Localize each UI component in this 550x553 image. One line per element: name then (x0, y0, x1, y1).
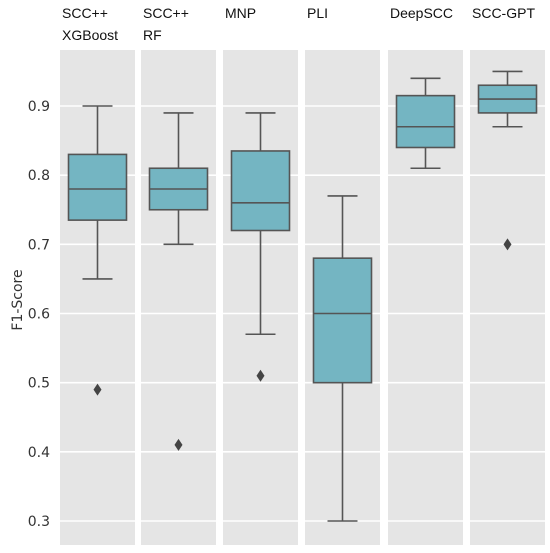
facet-title: SCC-GPT (472, 5, 535, 21)
iqr-box (312, 257, 373, 384)
y-tick-label: 0.7 (28, 237, 50, 253)
outlier-point (93, 383, 102, 396)
y-tick-label: 0.8 (28, 168, 50, 184)
outlier-point (256, 369, 265, 382)
facet-titles: SCC++ XGBoost SCC++ RF MNP PLI DeepSCC SCC-GPT (62, 5, 535, 43)
facet-title: MNP (225, 5, 256, 21)
y-tick-label: 0.5 (28, 376, 50, 392)
outlier-point (503, 238, 512, 251)
y-tick-label: 0.4 (28, 445, 50, 461)
facet-title: RF (143, 27, 162, 43)
y-axis-label: F1-Score (10, 269, 26, 330)
y-tick-label: 0.6 (28, 307, 50, 323)
facet-panel (470, 50, 545, 545)
iqr-box (395, 94, 456, 149)
iqr-box (67, 153, 128, 221)
y-tick-label: 0.9 (28, 99, 50, 115)
facet-panels (60, 50, 545, 545)
y-axis-ticks: 0.3 0.4 0.5 0.6 0.7 0.8 0.9 (28, 99, 50, 530)
iqr-box (230, 150, 291, 232)
facet-title: DeepSCC (390, 5, 453, 21)
facet-title: SCC++ (143, 5, 189, 21)
facet-title: PLI (307, 5, 328, 21)
y-tick-label: 0.3 (28, 514, 50, 530)
facet-title: XGBoost (62, 27, 118, 43)
outlier-point (174, 438, 183, 451)
facet-title: SCC++ (62, 5, 108, 21)
